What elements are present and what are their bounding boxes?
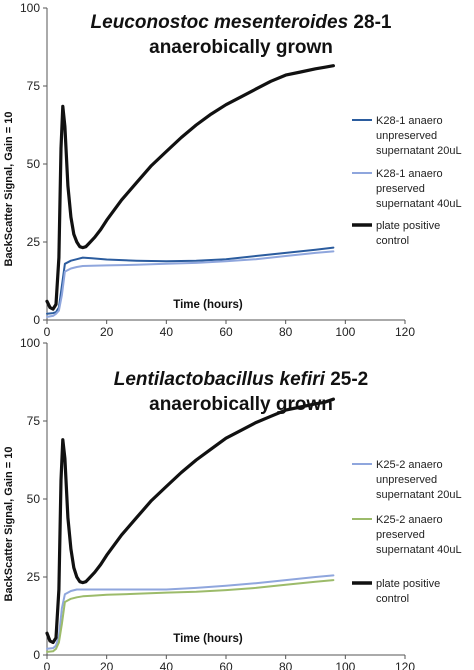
x-tick-label: 120 <box>395 325 415 339</box>
legend-label-line: preserved <box>376 183 425 195</box>
legend-label-line: K28-1 anaero <box>376 115 443 127</box>
x-tick-label: 20 <box>100 660 114 670</box>
legend-label-line: K25-2 anaero <box>376 459 443 471</box>
legend-label-line: supernatant 40uL <box>376 544 462 556</box>
legend-label-line: K25-2 anaero <box>376 514 443 526</box>
legend-label-3: plate positive control <box>376 220 440 247</box>
y-axis-label: BackScatter Signal, Gain = 10 <box>3 447 15 602</box>
series-line-2 <box>46 579 335 653</box>
y-tick-label: 50 <box>27 157 41 171</box>
y-tick-label: 100 <box>20 1 40 15</box>
legend-label-2: K28-1 anaero preserved supernatant 40uL <box>376 168 462 210</box>
chart-title-species: Lentilactobacillus kefiri <box>114 369 326 390</box>
legend: K28-1 anaero unpreserved supernatant 20uLK… <box>352 115 462 247</box>
chart-panel-2: 0 25 50 75 100 0 20 40 60 80 100 120 Time (hours) Bac… <box>3 336 462 670</box>
legend-label-line: supernatant 20uL <box>376 489 462 501</box>
legend-label-1: K25-2 anaero unpreserved supernatant 20uL <box>376 459 462 501</box>
legend-label-line: plate positive <box>376 220 440 232</box>
x-tick-label: 80 <box>279 325 293 339</box>
y-tick-label: 75 <box>27 79 41 93</box>
chart-title-line-2: anaerobically grown <box>149 37 333 58</box>
x-tick-label: 0 <box>44 660 51 670</box>
x-tick-label: 40 <box>160 325 174 339</box>
series-line-3 <box>45 397 335 645</box>
legend-label-line: K28-1 anaero <box>376 168 443 180</box>
chart-title-line-1: Leuconostoc mesenteroides 28-1 <box>91 12 392 33</box>
x-tick-label: 100 <box>335 660 355 670</box>
x-tick-label: 100 <box>335 325 355 339</box>
y-tick-label: 0 <box>33 648 40 662</box>
legend-label-line: preserved <box>376 529 425 541</box>
series-line-2 <box>46 250 335 318</box>
y-tick-label: 75 <box>27 414 41 428</box>
chart-title-line-1: Lentilactobacillus kefiri 25-2 <box>114 369 368 390</box>
legend-label-line: supernatant 20uL <box>376 145 462 157</box>
legend-label-line: plate positive <box>376 578 440 590</box>
x-tick-label: 120 <box>395 660 415 670</box>
chart-title-species: Leuconostoc mesenteroides <box>91 12 349 33</box>
y-tick-label: 25 <box>27 235 41 249</box>
x-tick-label: 80 <box>279 660 293 670</box>
legend-label-2: K25-2 anaero preserved supernatant 40uL <box>376 514 462 556</box>
legend-label-line: supernatant 40uL <box>376 198 462 210</box>
x-tick-label: 40 <box>160 660 174 670</box>
x-tick-label: 20 <box>100 325 114 339</box>
legend-label-1: K28-1 anaero unpreserved supernatant 20uL <box>376 115 462 157</box>
y-axis-label: BackScatter Signal, Gain = 10 <box>3 112 15 267</box>
x-tick-label: 60 <box>219 660 233 670</box>
legend-label-3: plate positive control <box>376 578 440 605</box>
series-line-3 <box>45 64 335 311</box>
legend-label-line: control <box>376 593 409 605</box>
y-tick-label: 25 <box>27 570 41 584</box>
y-tick-label: 0 <box>33 313 40 327</box>
x-axis-label: Time (hours) <box>173 633 243 645</box>
chart-title-strain: 28-1 <box>348 12 392 33</box>
chart-title-strain: 25-2 <box>325 369 368 390</box>
legend-label-line: unpreserved <box>376 474 437 486</box>
legend-label-line: unpreserved <box>376 130 437 142</box>
x-tick-label: 60 <box>219 325 233 339</box>
legend-label-line: control <box>376 235 409 247</box>
legend: K25-2 anaero unpreserved supernatant 20uLK… <box>352 459 462 605</box>
y-tick-label: 100 <box>20 336 40 350</box>
y-tick-label: 50 <box>27 492 41 506</box>
x-tick-label: 0 <box>44 325 51 339</box>
chart-panel-1: 0 25 50 75 100 0 20 40 60 80 100 120 Time (hours) Bac… <box>3 1 462 339</box>
x-axis-label: Time (hours) <box>173 299 243 311</box>
